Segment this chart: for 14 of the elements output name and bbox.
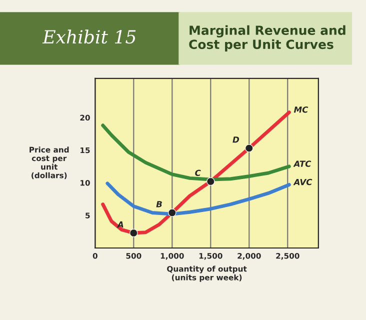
annotation: C — [195, 170, 201, 176]
chart-subtitle: Exhibit 15 — [42, 30, 136, 44]
point — [206, 177, 215, 186]
annotation: D — [232, 136, 240, 143]
chart-title: Marginal Revenue and Cost per Unit Curves — [189, 25, 346, 52]
series-label: ATC — [293, 160, 312, 167]
series-label: AVC — [293, 178, 312, 186]
annotation: A — [116, 221, 124, 228]
point — [168, 208, 176, 217]
line-series — [106, 182, 291, 216]
point — [245, 144, 254, 152]
point — [130, 228, 138, 238]
series-label: MC — [294, 106, 308, 113]
annotation: B — [156, 201, 162, 208]
